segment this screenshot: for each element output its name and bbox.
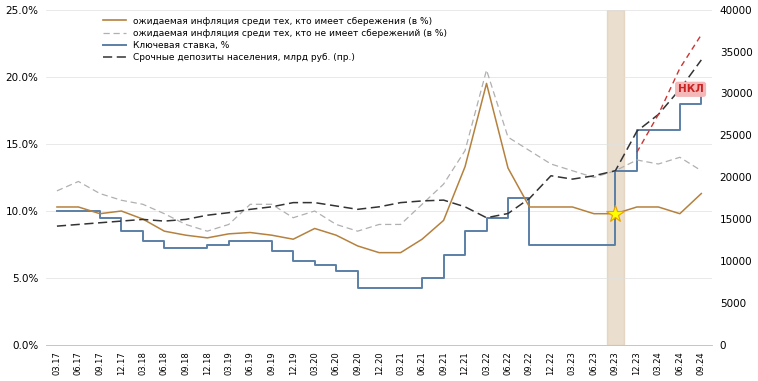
Bar — [607, 10, 624, 345]
Legend: ожидаемая инфляция среди тех, кто имеет сбережения (в %), ожидаемая инфляция сре: ожидаемая инфляция среди тех, кто имеет … — [99, 13, 450, 66]
Text: НКЛ: НКЛ — [678, 84, 703, 94]
